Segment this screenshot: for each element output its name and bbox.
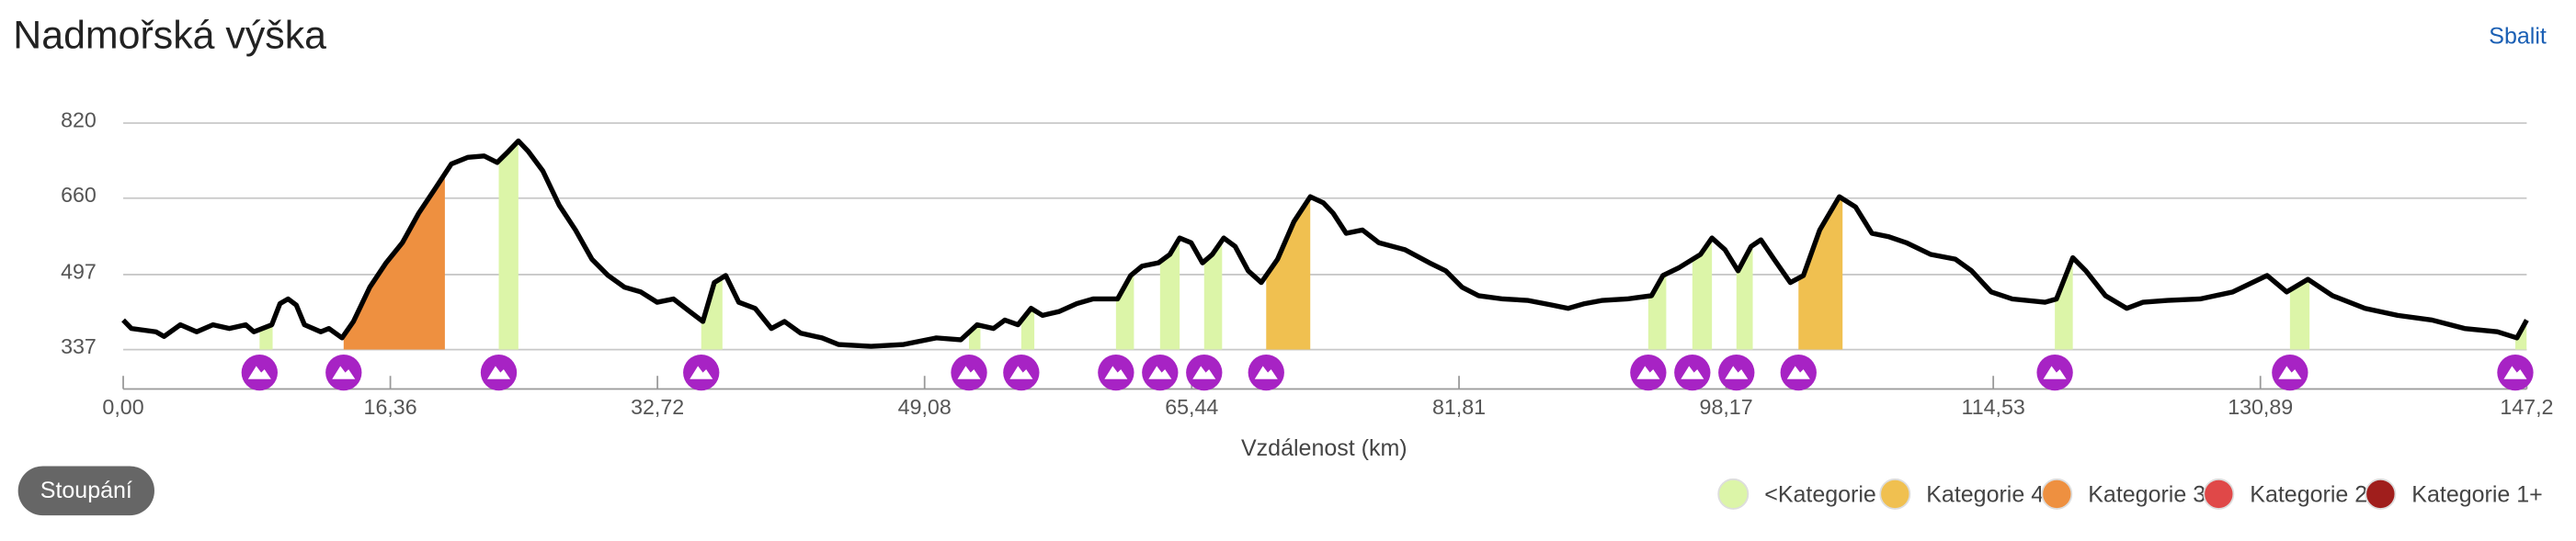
climb-marker[interactable] bbox=[1186, 354, 1223, 391]
marker-icon bbox=[2043, 366, 2067, 379]
legend-label: Kategorie 3 bbox=[2088, 481, 2206, 507]
climb-marker[interactable] bbox=[1630, 354, 1667, 391]
climb-fill bbox=[1159, 141, 1180, 350]
legend-label: <Kategorie 4 bbox=[1764, 481, 1896, 507]
marker-icon bbox=[1786, 366, 1810, 379]
legend-swatch bbox=[2365, 478, 2397, 510]
x-tick-label: 147,2 bbox=[2500, 395, 2553, 419]
legend-swatch bbox=[1879, 478, 1911, 510]
x-tick-label: 98,17 bbox=[1700, 395, 1753, 419]
climb-fill bbox=[1266, 141, 1311, 350]
y-tick-label: 337 bbox=[61, 334, 97, 358]
climbs-button[interactable] bbox=[17, 466, 154, 516]
marker-icon bbox=[1148, 366, 1172, 379]
title: Nadmořská výška bbox=[13, 13, 326, 57]
legend-swatch bbox=[2203, 478, 2235, 510]
marker-icon bbox=[2503, 366, 2527, 379]
x-tick-label: 130,89 bbox=[2228, 395, 2293, 419]
marker-icon bbox=[1725, 366, 1749, 379]
climb-marker[interactable] bbox=[1003, 354, 1040, 391]
climb-fill bbox=[2514, 141, 2527, 350]
climb-marker[interactable] bbox=[951, 354, 987, 391]
climb-marker[interactable] bbox=[1142, 354, 1179, 391]
climb-marker[interactable] bbox=[480, 354, 518, 391]
climb-marker[interactable] bbox=[2036, 354, 2073, 391]
climb-marker[interactable] bbox=[1674, 354, 1711, 391]
climb-marker[interactable] bbox=[1098, 354, 1134, 391]
x-tick-label: 49,08 bbox=[898, 395, 952, 419]
marker-icon bbox=[957, 366, 981, 379]
x-tick-label: 65,44 bbox=[1165, 395, 1218, 419]
climb-marker[interactable] bbox=[325, 354, 362, 391]
x-tick-label: 32,72 bbox=[631, 395, 684, 419]
climb-marker[interactable] bbox=[2272, 354, 2308, 391]
climb-fill bbox=[1692, 141, 1713, 350]
climb-marker[interactable] bbox=[683, 354, 720, 391]
marker-icon bbox=[1009, 366, 1033, 379]
legend-label: Kategorie 1+ bbox=[2411, 481, 2542, 507]
climb-fill bbox=[2289, 141, 2310, 350]
climb-fill bbox=[1736, 141, 1753, 350]
elevation-line bbox=[121, 138, 2529, 349]
climb-marker[interactable] bbox=[2497, 354, 2534, 391]
climb-marker[interactable] bbox=[1780, 354, 1817, 391]
marker-icon bbox=[332, 366, 356, 379]
marker-icon bbox=[1254, 366, 1278, 379]
climb-fill bbox=[1647, 141, 1667, 350]
marker-icon bbox=[2278, 366, 2302, 379]
climb-fill bbox=[1115, 141, 1134, 350]
climb-fill bbox=[1203, 141, 1223, 350]
y-tick-label: 660 bbox=[61, 183, 97, 207]
x-axis-label: Vzdálenost (km) bbox=[1241, 435, 1408, 461]
marker-icon bbox=[1681, 366, 1704, 379]
y-tick-label: 497 bbox=[61, 259, 97, 283]
climb-fill bbox=[259, 141, 273, 350]
marker-icon bbox=[690, 366, 713, 379]
marker-icon bbox=[1192, 366, 1216, 379]
legend-swatch bbox=[1717, 478, 1750, 510]
x-tick-label: 81,81 bbox=[1432, 395, 1486, 419]
climb-fill bbox=[1798, 141, 1843, 350]
marker-icon bbox=[487, 366, 511, 379]
marker-icon bbox=[1104, 366, 1128, 379]
climb-marker[interactable] bbox=[1718, 354, 1755, 391]
climb-fill bbox=[498, 141, 519, 350]
climb-fill bbox=[2055, 141, 2073, 350]
climb-fill bbox=[969, 141, 981, 350]
climbs-button-label[interactable]: Stoupání bbox=[40, 478, 132, 503]
collapse-link[interactable]: Sbalit bbox=[2489, 24, 2547, 50]
marker-icon bbox=[1636, 366, 1660, 379]
climb-marker[interactable] bbox=[1248, 354, 1284, 391]
legend-swatch bbox=[2041, 478, 2073, 510]
y-tick-label: 820 bbox=[61, 107, 97, 131]
climb-fills bbox=[259, 141, 2527, 350]
x-tick-label: 16,36 bbox=[364, 395, 417, 419]
climb-marker[interactable] bbox=[241, 354, 278, 391]
x-tick-label: 114,53 bbox=[1962, 395, 2025, 419]
x-tick-label: 0,00 bbox=[102, 395, 143, 419]
legend-label: Kategorie 2 bbox=[2250, 481, 2367, 507]
marker-icon bbox=[247, 366, 271, 379]
legend-label: Kategorie 4 bbox=[1926, 481, 2044, 507]
